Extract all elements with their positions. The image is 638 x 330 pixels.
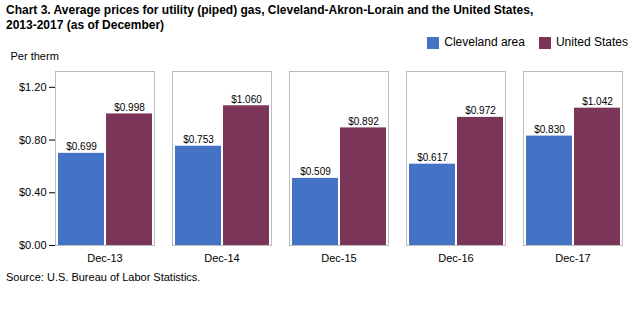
svg-text:$0.972: $0.972 bbox=[465, 105, 496, 116]
html-text:Cleveland area: Cleveland area bbox=[444, 35, 525, 49]
svg-text:Dec-15: Dec-15 bbox=[321, 252, 356, 264]
svg-text:$1.20: $1.20 bbox=[19, 81, 47, 93]
html-text:Chart 3. Average prices for ut: Chart 3. Average prices for utility (pip… bbox=[6, 3, 534, 17]
svg-text:$0.00: $0.00 bbox=[19, 239, 47, 251]
svg-text:Dec-17: Dec-17 bbox=[555, 252, 590, 264]
html-text:2013-2017 (as of December): 2013-2017 (as of December) bbox=[6, 18, 165, 32]
svg-text:$0.509: $0.509 bbox=[300, 166, 331, 177]
svg-text:$0.80: $0.80 bbox=[19, 134, 47, 146]
svg-text:Dec-14: Dec-14 bbox=[204, 252, 239, 264]
svg-text:$1.060: $1.060 bbox=[231, 94, 262, 105]
svg-text:$0.699: $0.699 bbox=[66, 141, 97, 152]
html-text:Source: U.S. Bureau of Labor S: Source: U.S. Bureau of Labor Statistics. bbox=[6, 271, 201, 283]
svg-text:$0.892: $0.892 bbox=[348, 116, 379, 127]
svg-text:$0.40: $0.40 bbox=[19, 186, 47, 198]
svg-text:Dec-13: Dec-13 bbox=[87, 252, 122, 264]
svg-text:Per therm: Per therm bbox=[11, 50, 59, 62]
svg-text:$1.042: $1.042 bbox=[582, 96, 613, 107]
html-text:United States: United States bbox=[556, 35, 628, 49]
svg-text:Dec-16: Dec-16 bbox=[438, 252, 473, 264]
svg-text:$0.753: $0.753 bbox=[183, 134, 214, 145]
svg-text:$0.617: $0.617 bbox=[417, 152, 448, 163]
svg-text:$0.830: $0.830 bbox=[534, 124, 565, 135]
svg-text:$0.998: $0.998 bbox=[114, 102, 145, 113]
